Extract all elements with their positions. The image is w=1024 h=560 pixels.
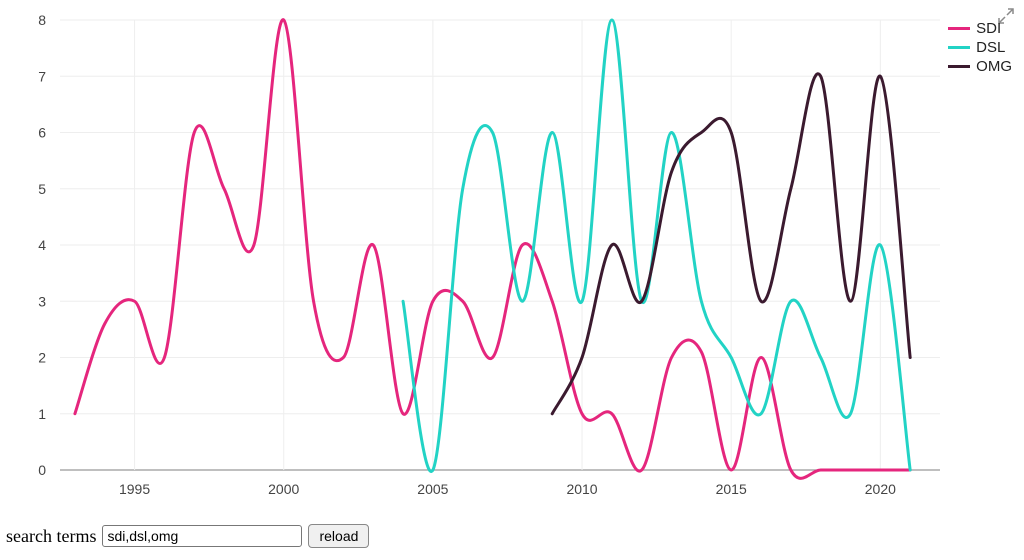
y-tick-label: 0 (38, 462, 46, 478)
y-tick-label: 1 (38, 406, 46, 422)
legend-label: DSL (976, 39, 1005, 56)
y-tick-label: 3 (38, 293, 46, 309)
chart-area: 0 1 2 3 4 5 6 7 8 1995 2000 2005 2010 2015 2020 SDI DSL… (0, 0, 1024, 520)
legend-swatch (948, 46, 970, 49)
x-tick-label: 2015 (716, 481, 747, 497)
reload-button[interactable]: reload (308, 524, 369, 548)
y-tick-label: 8 (38, 12, 46, 28)
y-tick-label: 4 (38, 237, 46, 253)
legend-item-dsl[interactable]: DSL (948, 39, 1012, 56)
legend: SDI DSL OMG (948, 20, 1012, 77)
search-label: search terms (6, 526, 96, 547)
legend-swatch (948, 27, 970, 30)
x-tick-label: 1995 (119, 481, 150, 497)
legend-label: SDI (976, 20, 1001, 37)
y-tick-label: 7 (38, 68, 46, 84)
legend-label: OMG (976, 58, 1012, 75)
y-tick-label: 5 (38, 181, 46, 197)
legend-swatch (948, 65, 970, 68)
line-chart: 0 1 2 3 4 5 6 7 8 1995 2000 2005 2010 2015 2020 (0, 0, 1024, 520)
series-line-sdi[interactable] (75, 20, 910, 479)
x-tick-label: 2010 (566, 481, 597, 497)
y-tick-label: 2 (38, 350, 46, 366)
legend-item-omg[interactable]: OMG (948, 58, 1012, 75)
x-tick-label: 2005 (417, 481, 448, 497)
controls-row: search terms reload (0, 520, 1024, 548)
y-tick-label: 6 (38, 125, 46, 141)
x-tick-label: 2000 (268, 481, 299, 497)
legend-item-sdi[interactable]: SDI (948, 20, 1012, 37)
x-tick-label: 2020 (865, 481, 896, 497)
search-input[interactable] (102, 525, 302, 547)
